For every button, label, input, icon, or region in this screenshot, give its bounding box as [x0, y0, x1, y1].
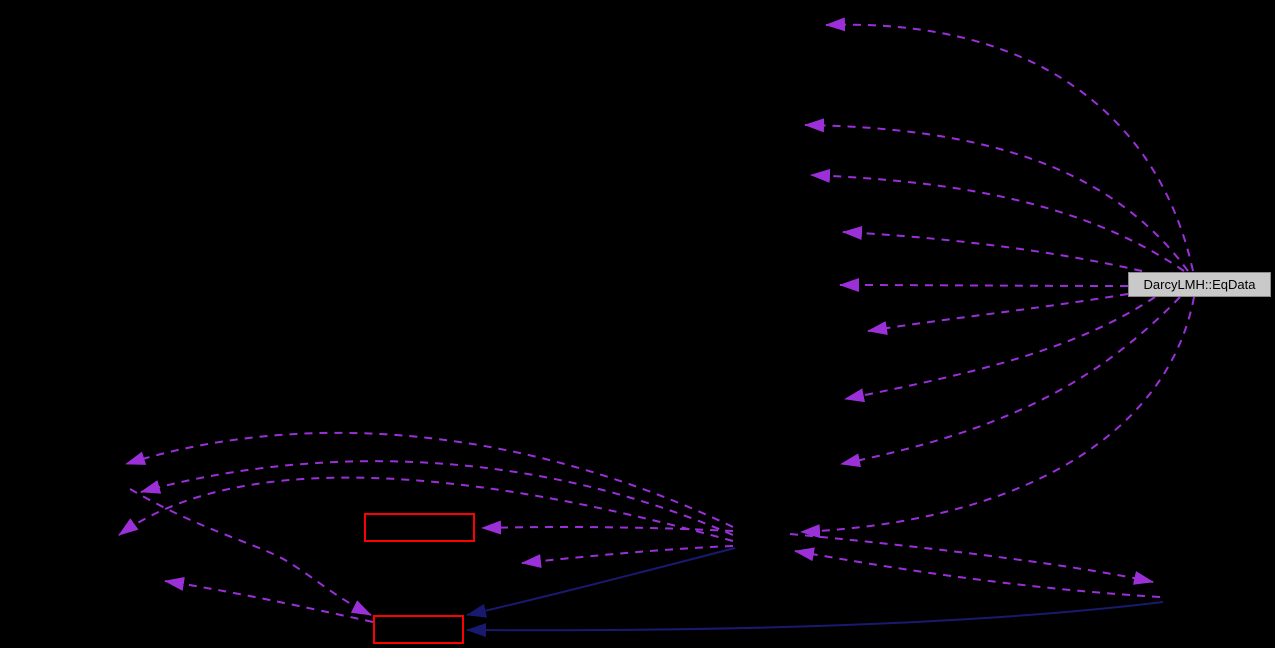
edge-eqdata-to-hidden-top-4	[842, 225, 1143, 272]
edge-eqdata-to-hidden-mid-1	[839, 278, 1129, 293]
edge-hub-to-hidden-br	[789, 533, 1154, 585]
edge-hub-to-hidden-center	[521, 545, 734, 569]
edge-eqdata-to-hidden-top-1	[825, 17, 1194, 272]
truncated-node-upper	[364, 513, 475, 542]
nodes-layer	[364, 513, 475, 644]
edge-eqdata-to-hidden-mid-3	[844, 296, 1156, 403]
edge-eqdata-to-hub	[800, 296, 1195, 539]
edges-layer	[118, 17, 1195, 638]
edge-eqdata-to-hidden-mid-4	[840, 296, 1181, 468]
edge-hidden-br-to-hub	[794, 547, 1161, 598]
edge-hub-to-truncated-lower-solid	[466, 547, 736, 618]
edge-eqdata-to-hidden-mid-2	[867, 293, 1129, 335]
edge-truncated-lower-to-hidden-left	[164, 577, 374, 623]
edge-hub-to-hidden-left-3	[118, 476, 734, 542]
node-darcylmh-eqdata: DarcyLMH::EqData	[1128, 272, 1271, 297]
edge-eqdata-to-hidden-top-3	[810, 168, 1185, 272]
edge-hub-to-hidden-left-1	[125, 431, 734, 528]
edge-hidden-left-to-truncated-lower	[129, 488, 372, 616]
edge-eqdata-to-hidden-top-2	[804, 118, 1189, 272]
edge-hub-to-hidden-left-2	[140, 460, 734, 536]
truncated-node-lower	[373, 615, 464, 644]
edge-hidden-br-to-truncated-lower-solid	[466, 601, 1164, 638]
edge-hub-to-truncated-upper	[481, 520, 734, 535]
